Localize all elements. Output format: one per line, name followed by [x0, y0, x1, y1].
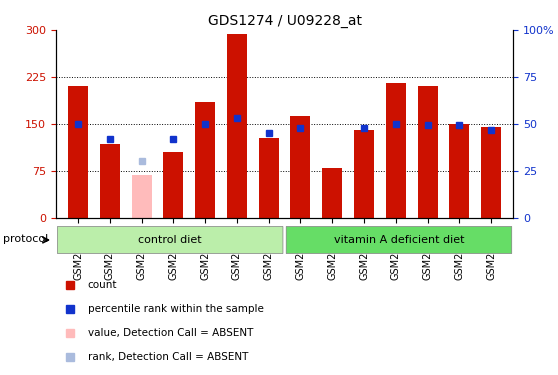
Bar: [354, 130, 374, 218]
Text: protocol: protocol: [3, 234, 48, 243]
Bar: [100, 144, 120, 218]
Bar: [163, 152, 184, 217]
Text: rank, Detection Call = ABSENT: rank, Detection Call = ABSENT: [88, 352, 248, 362]
Bar: [481, 127, 501, 218]
Text: vitamin A deficient diet: vitamin A deficient diet: [334, 235, 464, 245]
Bar: [417, 86, 437, 218]
FancyBboxPatch shape: [286, 226, 512, 254]
Text: value, Detection Call = ABSENT: value, Detection Call = ABSENT: [88, 328, 253, 338]
Bar: [259, 138, 278, 218]
Bar: [68, 86, 88, 218]
Bar: [386, 83, 406, 218]
Text: control diet: control diet: [138, 235, 202, 245]
Bar: [195, 102, 215, 218]
Bar: [449, 124, 469, 218]
Text: percentile rank within the sample: percentile rank within the sample: [88, 304, 264, 314]
Text: count: count: [88, 280, 117, 290]
Bar: [132, 175, 152, 217]
Bar: [291, 116, 310, 218]
Title: GDS1274 / U09228_at: GDS1274 / U09228_at: [208, 13, 362, 28]
Bar: [322, 168, 342, 217]
Bar: [227, 34, 247, 218]
FancyBboxPatch shape: [57, 226, 283, 254]
